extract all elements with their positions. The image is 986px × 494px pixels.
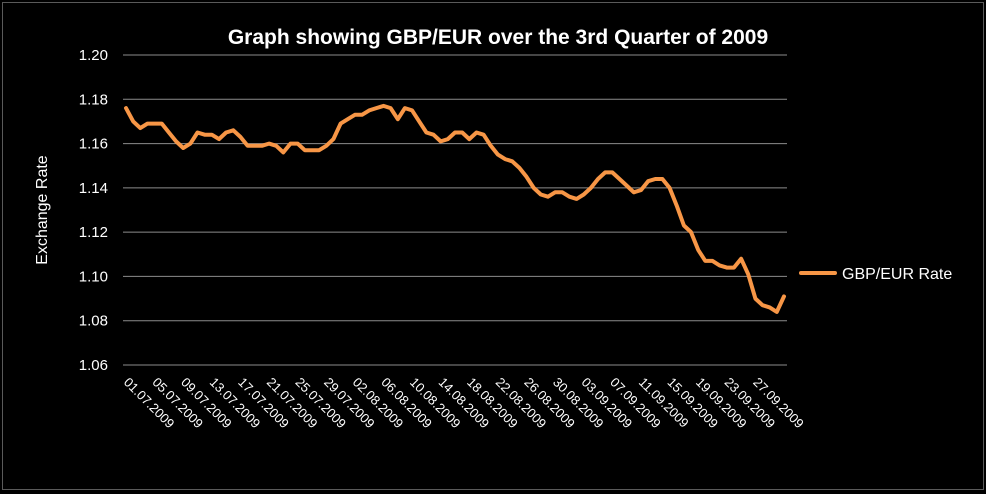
x-axis-ticks: 01.07.200905.07.200909.07.200913.07.2009… (121, 375, 807, 432)
y-tick-label: 1.20 (79, 47, 108, 64)
y-tick-label: 1.08 (79, 313, 108, 330)
series-layer (126, 106, 784, 312)
y-axis-ticks: 1.06 1.08 1.10 1.12 1.14 1.16 1.18 1.20 (79, 47, 108, 374)
series-line-gbp-eur (126, 106, 784, 312)
legend-label: GBP/EUR Rate (842, 266, 952, 283)
chart-title: Graph showing GBP/EUR over the 3rd Quart… (228, 26, 768, 49)
y-tick-label: 1.12 (79, 224, 108, 241)
y-axis-title: Exchange Rate (34, 155, 51, 265)
y-tick-label: 1.06 (79, 357, 108, 374)
legend: GBP/EUR Rate (801, 266, 952, 283)
y-tick-label: 1.10 (79, 268, 108, 285)
gridlines (123, 55, 787, 321)
line-chart: Graph showing GBP/EUR over the 3rd Quart… (3, 3, 985, 491)
y-tick-label: 1.14 (79, 180, 108, 197)
y-tick-label: 1.18 (79, 91, 108, 108)
y-tick-label: 1.16 (79, 136, 108, 153)
